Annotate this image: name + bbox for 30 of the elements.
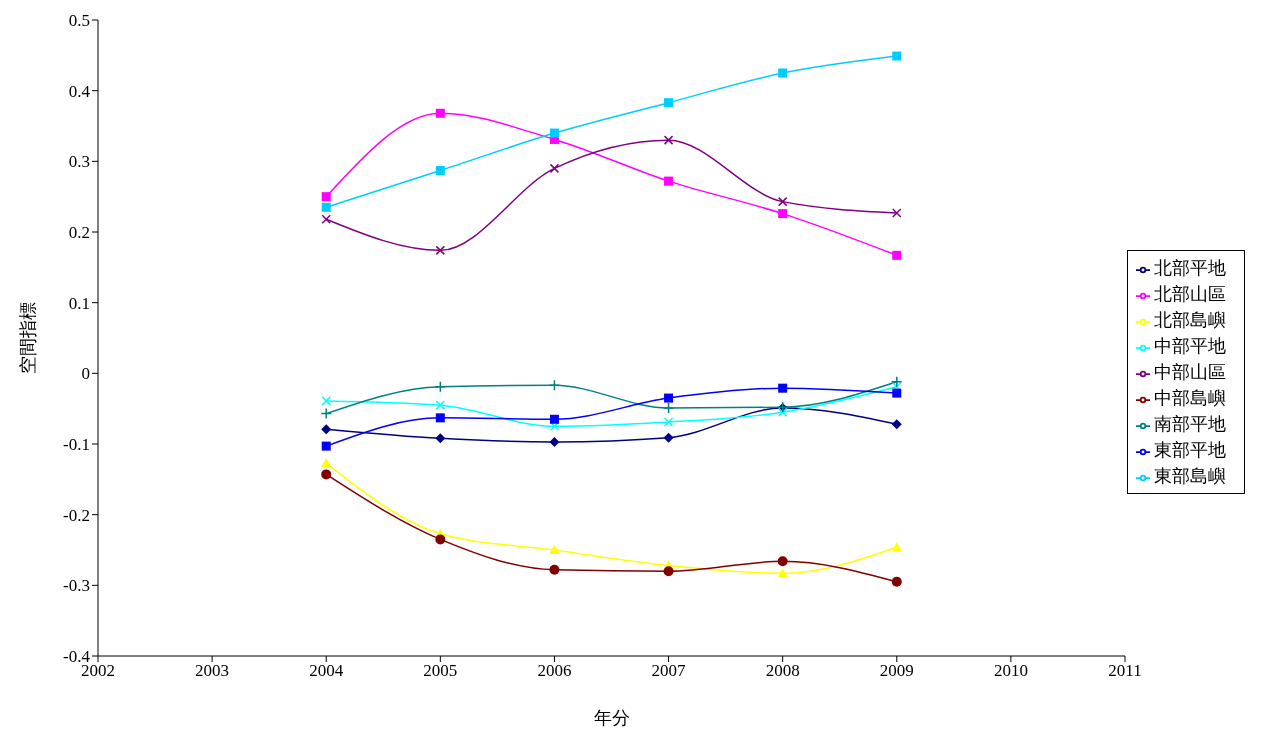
legend-label: 中部平地 — [1154, 336, 1226, 356]
y-tick-label: -0.2 — [63, 505, 90, 525]
y-tick-label: -0.1 — [63, 435, 90, 455]
x-tick-label: 2007 — [651, 661, 687, 681]
y-tick-label: 0 — [81, 364, 90, 384]
x-tick-label: 2002 — [81, 661, 115, 681]
legend-label: 北部平地 — [1154, 258, 1226, 278]
y-tick-label: 0.2 — [68, 223, 90, 243]
y-tick-label: -0.3 — [63, 576, 90, 596]
legend-label: 中部島嶼 — [1154, 388, 1226, 408]
legend-label: 中部山區 — [1154, 362, 1226, 382]
y-tick-label: 0.1 — [68, 293, 90, 313]
x-tick-label: 2004 — [309, 661, 344, 681]
x-tick-label: 2003 — [195, 661, 230, 681]
y-tick-label: 0.3 — [68, 152, 90, 172]
legend-label: 北部島嶼 — [1154, 310, 1226, 330]
x-tick-label: 2008 — [765, 661, 800, 681]
x-tick-label: 2010 — [993, 661, 1028, 681]
x-tick-label: 2011 — [1108, 661, 1142, 681]
legend-label: 東部平地 — [1154, 440, 1226, 460]
legend-label: 東部島嶼 — [1154, 466, 1226, 486]
x-tick-label: 2006 — [537, 661, 572, 681]
x-tick-label: 2009 — [879, 661, 914, 681]
x-axis-title: 年分 — [593, 707, 630, 728]
y-axis-title: 空間指標 — [18, 302, 39, 374]
y-tick-label: 0.4 — [68, 81, 91, 101]
legend-label: 南部平地 — [1154, 414, 1226, 434]
legend-label: 北部山區 — [1154, 284, 1226, 304]
y-tick-label: 0.5 — [68, 11, 90, 31]
x-tick-label: 2005 — [423, 661, 458, 681]
